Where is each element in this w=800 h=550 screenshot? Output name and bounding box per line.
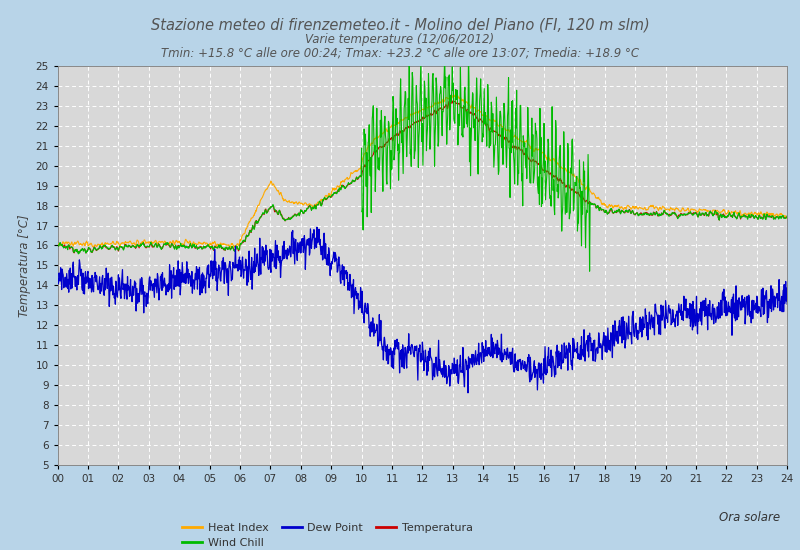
Text: Ora solare: Ora solare [719, 510, 780, 524]
Text: Tmin: +15.8 °C alle ore 00:24; Tmax: +23.2 °C alle ore 13:07; Tmedia: +18.9 °C: Tmin: +15.8 °C alle ore 00:24; Tmax: +23… [161, 46, 639, 59]
Text: Stazione meteo di firenzemeteo.it - Molino del Piano (FI, 120 m slm): Stazione meteo di firenzemeteo.it - Moli… [150, 18, 650, 32]
Y-axis label: Temperatura [°C]: Temperatura [°C] [18, 214, 31, 317]
Text: Varie temperature (12/06/2012): Varie temperature (12/06/2012) [306, 33, 494, 46]
Legend: Heat Index, Wind Chill, Dew Point, Temperatura: Heat Index, Wind Chill, Dew Point, Tempe… [178, 518, 478, 550]
